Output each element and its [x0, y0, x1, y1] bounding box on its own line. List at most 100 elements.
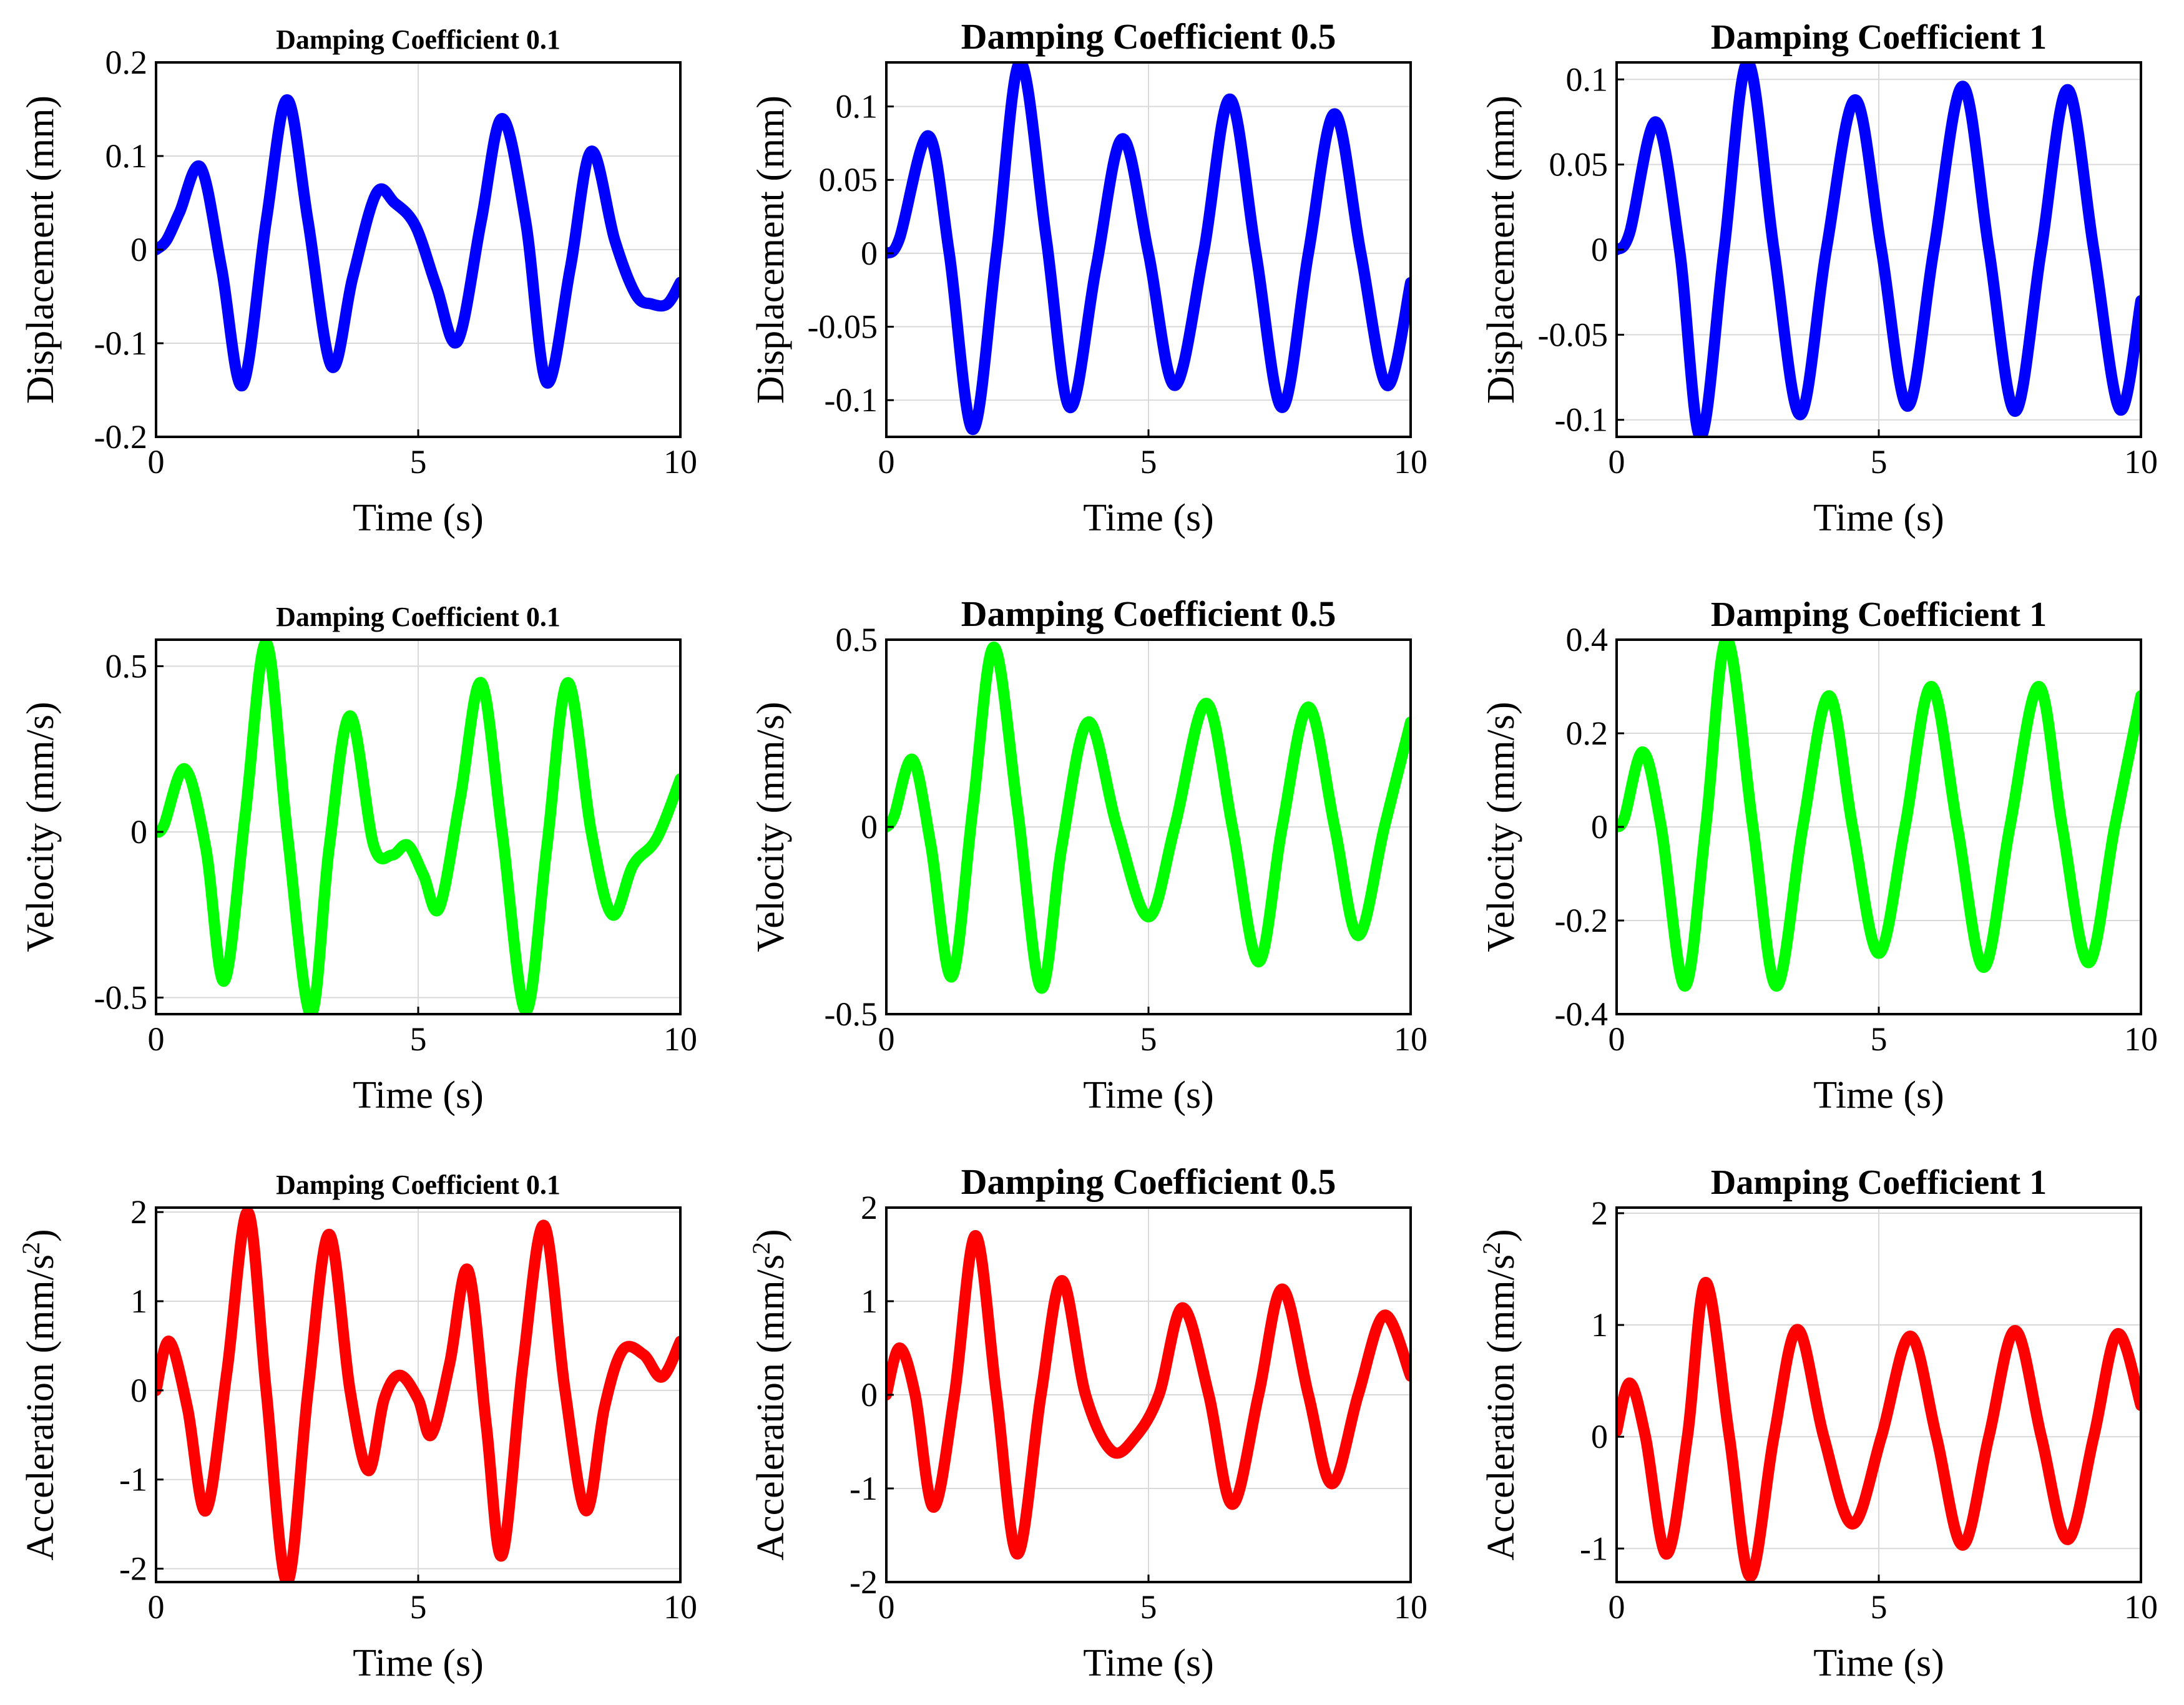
y-tick-label: 0.05	[1549, 146, 1609, 183]
x-tick-label: 5	[410, 443, 427, 481]
x-tick-label: 5	[410, 1588, 427, 1626]
y-tick-label: 0	[130, 813, 147, 851]
x-tick-label: 10	[2124, 443, 2158, 481]
y-tick-label: -1	[119, 1461, 147, 1498]
x-tick-label: 10	[664, 1588, 697, 1626]
subplot-displacement-2: 0 5 10 -0.1 -0.05 0 0.05 0.1 Damping Coefficient…	[750, 16, 1427, 539]
x-tick-label: 5	[1871, 1588, 1888, 1626]
chart-title: Damping Coefficient 1	[1711, 1163, 2047, 1202]
y-tick-label: -1	[850, 1470, 878, 1507]
x-tick-label: 0	[1609, 1588, 1625, 1626]
chart-title: Damping Coefficient 0.1	[276, 602, 561, 632]
y-tick-label: 0.4	[1566, 621, 1609, 658]
y-tick-label: 2	[130, 1193, 147, 1231]
x-tick-label: 5	[1871, 1020, 1888, 1058]
x-tick-label: 0	[878, 1588, 895, 1626]
y-axis-label: Displacement (mm)	[1480, 95, 1522, 404]
y-tick-label: -0.1	[1555, 401, 1608, 439]
x-tick-label: 0	[878, 443, 895, 481]
x-tick-label: 0	[148, 1588, 165, 1626]
x-axis-label: Time (s)	[353, 1074, 484, 1116]
series-line-velocity	[1617, 640, 2141, 992]
series-line-acceleration	[156, 1208, 680, 1582]
y-axis-label: Displacement (mm)	[750, 95, 792, 404]
x-tick-label: 0	[148, 443, 165, 481]
series-line-velocity	[886, 642, 1411, 994]
subplot-displacement-1: 0 5 10 -0.2 -0.1 0 0.1 0.2 Damping Coefficient 0…	[19, 24, 697, 539]
x-tick-label: 5	[1140, 1588, 1157, 1626]
y-tick-label: 0.1	[1566, 61, 1609, 98]
x-tick-label: 10	[664, 443, 697, 481]
chart-title: Damping Coefficient 0.5	[961, 16, 1336, 57]
subplot-displacement-3: 0 5 10 -0.1 -0.05 0 0.05 0.1 Damping Coefficient…	[1480, 18, 2158, 539]
x-tick-label: 0	[878, 1020, 895, 1058]
y-tick-label: 0	[130, 1372, 147, 1409]
x-tick-label: 10	[2124, 1588, 2158, 1626]
y-tick-label: 0.2	[1566, 715, 1609, 752]
y-tick-label: 0.05	[819, 161, 878, 198]
y-axis-label: Displacement (mm)	[19, 95, 62, 404]
series-line-acceleration	[886, 1230, 1411, 1560]
x-axis-label: Time (s)	[1813, 1642, 1944, 1684]
x-tick-label: 5	[1871, 443, 1888, 481]
y-tick-label: 0.5	[836, 621, 878, 658]
x-axis-label: Time (s)	[1083, 1074, 1214, 1116]
subplot-acceleration-1: 0 5 10 -2 -1 0 1 2 Damping Coefficient 0.1 Time (…	[17, 1170, 698, 1684]
series-line-acceleration	[1617, 1277, 2141, 1582]
x-tick-label: 10	[1394, 443, 1427, 481]
chart-title: Damping Coefficient 0.1	[276, 24, 561, 55]
y-axis-label: Velocity (mm/s)	[1480, 701, 1522, 952]
chart-title: Damping Coefficient 0.5	[961, 1161, 1336, 1202]
y-tick-label: 0	[130, 231, 147, 268]
y-tick-label: 0.2	[105, 44, 148, 81]
y-tick-label: 0	[1591, 231, 1608, 268]
chart-title: Damping Coefficient 0.1	[276, 1170, 561, 1200]
y-axis-label: Velocity (mm/s)	[750, 701, 792, 952]
y-tick-label: 1	[1591, 1306, 1608, 1344]
y-tick-label: -1	[1580, 1530, 1608, 1567]
y-tick-label: -0.2	[94, 418, 147, 456]
y-tick-label: -0.2	[1555, 902, 1608, 939]
y-tick-label: -0.1	[825, 381, 878, 419]
y-tick-label: 0.5	[105, 647, 148, 685]
y-tick-label: 1	[130, 1282, 147, 1320]
x-axis-label: Time (s)	[1083, 497, 1214, 539]
y-tick-label: 0.1	[105, 137, 148, 175]
x-tick-label: 0	[1609, 1020, 1625, 1058]
x-tick-label: 5	[410, 1020, 427, 1058]
series-line-displacement	[886, 62, 1411, 436]
x-axis-label: Time (s)	[1813, 1074, 1944, 1116]
x-tick-label: 5	[1140, 1020, 1157, 1058]
y-tick-label: 0	[1591, 1418, 1608, 1455]
y-tick-label: 0	[1591, 808, 1608, 846]
subplot-velocity-3: 0 5 10 -0.4 -0.2 0 0.2 0.4 Damping Coefficient 1…	[1480, 595, 2158, 1116]
series-line-velocity	[156, 640, 680, 1014]
y-tick-label: -2	[850, 1563, 878, 1601]
y-axis-label: Velocity (mm/s)	[19, 701, 62, 952]
y-tick-label: 0	[861, 235, 878, 272]
y-tick-label: -0.05	[808, 308, 878, 346]
x-tick-label: 0	[148, 1020, 165, 1058]
x-axis-label: Time (s)	[353, 1642, 484, 1684]
y-tick-label: 0	[861, 1376, 878, 1414]
chart-title: Damping Coefficient 1	[1711, 18, 2047, 57]
y-tick-label: 0	[861, 808, 878, 846]
y-tick-label: -0.4	[1555, 995, 1608, 1033]
x-axis-label: Time (s)	[1083, 1642, 1214, 1684]
chart-title: Damping Coefficient 0.5	[961, 594, 1336, 634]
series-line-displacement	[156, 94, 680, 392]
y-tick-label: -0.5	[825, 995, 878, 1033]
y-axis-label: Acceleration (mm/s2)	[747, 1229, 793, 1560]
x-tick-label: 10	[1394, 1588, 1427, 1626]
y-tick-label: 2	[861, 1189, 878, 1226]
y-tick-label: -0.05	[1538, 316, 1608, 353]
y-tick-label: 0.1	[836, 88, 878, 125]
y-tick-label: 2	[1591, 1194, 1608, 1232]
y-tick-label: -0.1	[94, 325, 147, 362]
x-tick-label: 10	[664, 1020, 697, 1058]
x-axis-label: Time (s)	[1813, 497, 1944, 539]
chart-title: Damping Coefficient 1	[1711, 595, 2047, 634]
